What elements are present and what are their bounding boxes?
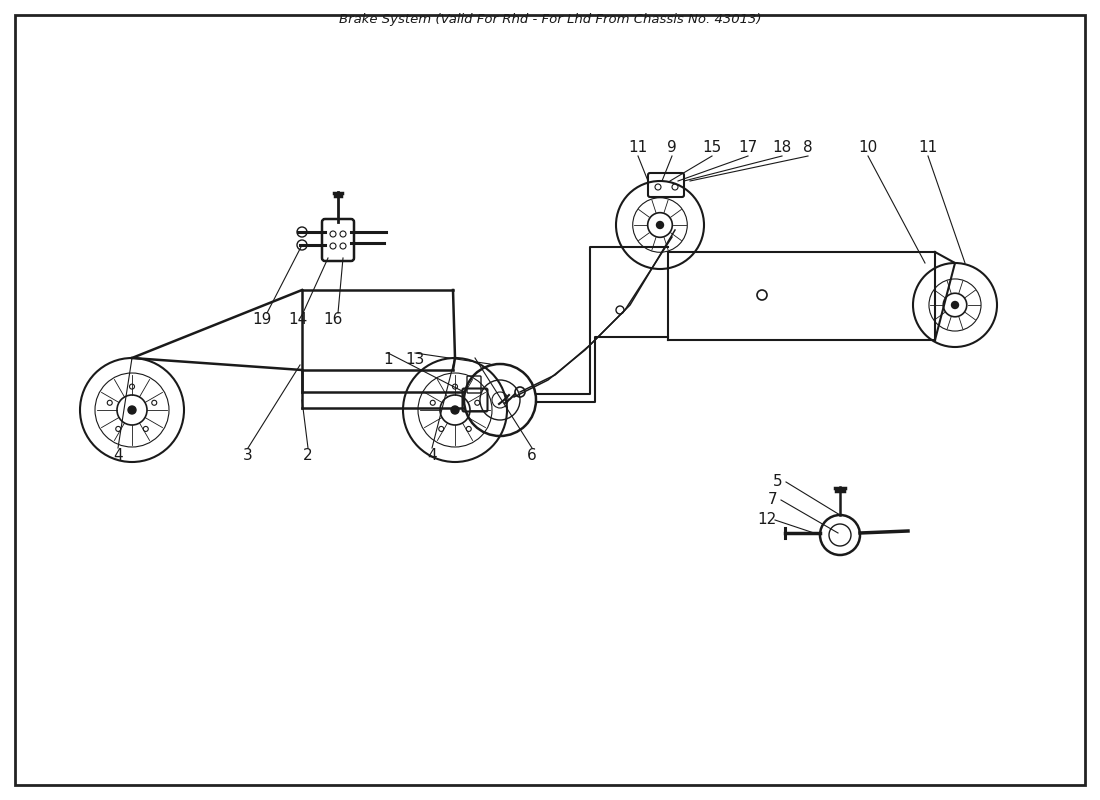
- Text: 6: 6: [527, 447, 537, 462]
- Text: 14: 14: [288, 313, 308, 327]
- Text: 16: 16: [323, 313, 343, 327]
- Text: 15: 15: [703, 141, 722, 155]
- Text: 9: 9: [667, 141, 676, 155]
- Text: 8: 8: [803, 141, 813, 155]
- Text: 4: 4: [427, 447, 437, 462]
- Circle shape: [451, 406, 459, 414]
- Text: 18: 18: [772, 141, 792, 155]
- Text: 11: 11: [628, 141, 648, 155]
- Text: Brake System (Valid For Rhd - For Lhd From Chassis No. 43013): Brake System (Valid For Rhd - For Lhd Fr…: [339, 14, 761, 26]
- Text: 17: 17: [738, 141, 758, 155]
- Text: 7: 7: [768, 493, 778, 507]
- Text: 5: 5: [773, 474, 783, 490]
- Circle shape: [128, 406, 136, 414]
- Text: 1: 1: [383, 353, 393, 367]
- Text: 4: 4: [113, 447, 123, 462]
- Text: 10: 10: [858, 141, 878, 155]
- Text: 13: 13: [405, 353, 425, 367]
- Text: 19: 19: [252, 313, 272, 327]
- Text: 12: 12: [758, 513, 777, 527]
- Circle shape: [952, 302, 958, 309]
- Text: 3: 3: [243, 447, 253, 462]
- Text: 11: 11: [918, 141, 937, 155]
- Text: 2: 2: [304, 447, 312, 462]
- Circle shape: [657, 222, 663, 229]
